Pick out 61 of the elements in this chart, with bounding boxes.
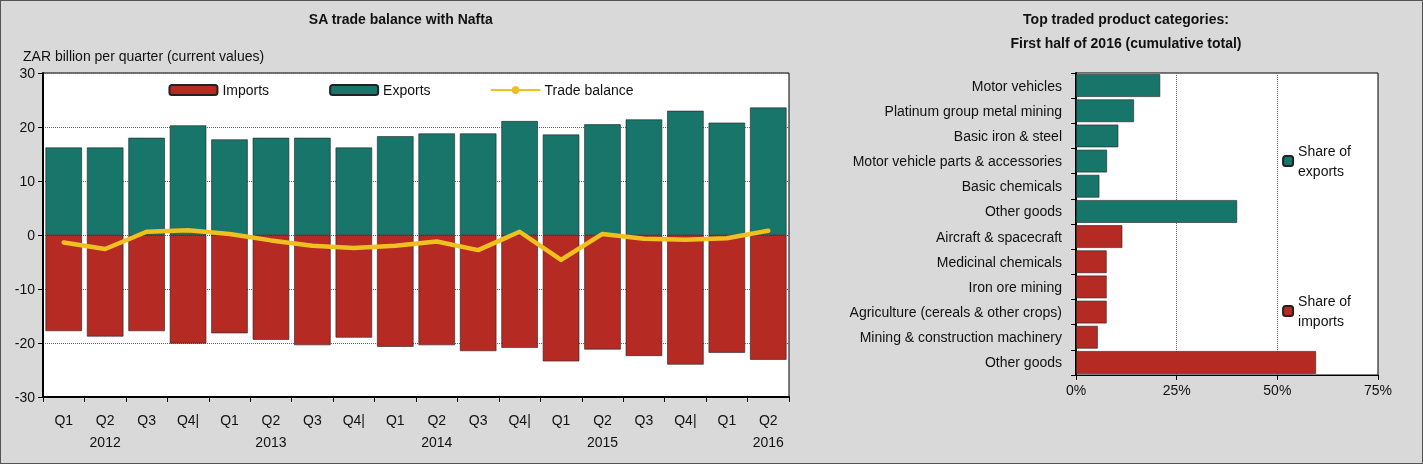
y-tick-label: Iron ore mining — [968, 278, 1062, 295]
x-tick-label: Q2 2014 — [421, 412, 453, 450]
y-tick-label: Agriculture (cereals & other crops) — [849, 304, 1062, 321]
x-tick-label: Q2 2015 — [586, 412, 619, 450]
y-tick-label: Basic iron & steel — [953, 127, 1062, 144]
y-tick-label: Medicinal chemicals — [936, 253, 1062, 270]
y-tick-label: Basic chemicals — [961, 178, 1062, 195]
y-tick-label: Motor vehicle parts & accessories — [852, 153, 1062, 170]
bar — [1076, 174, 1100, 198]
x-tick-label: 50% — [1263, 382, 1292, 398]
bar — [1076, 250, 1107, 274]
x-tick-label: Q1 — [220, 412, 240, 428]
x-tick-label: Q3 — [137, 412, 157, 428]
line-series — [61, 227, 771, 263]
y-tick-label: Mining & construction machinery — [859, 329, 1062, 346]
y-tick-label: -10 — [14, 281, 36, 297]
legend-label: Share of exports — [1298, 143, 1352, 179]
y-tick-label: 20 — [19, 119, 36, 135]
bar — [1076, 351, 1316, 374]
y-tick-label: 30 — [19, 65, 36, 81]
y-tick-label: Aircraft & spacecraft — [935, 228, 1063, 245]
bar — [211, 235, 248, 334]
y-tick-label: Platinum group metal mining — [884, 102, 1062, 119]
chart-title: Top traded product categories: — [1023, 11, 1229, 27]
x-tick-label: Q1 — [551, 412, 571, 428]
x-tick-label: Q4| — [176, 412, 200, 428]
y-tick-label: Other goods — [984, 354, 1062, 371]
x-tick-label: 0% — [1065, 382, 1087, 398]
x-tick-label: Q2 2012 — [89, 412, 121, 450]
y-tick-label: 10 — [19, 173, 36, 189]
y-tick-label: -20 — [14, 335, 36, 351]
chart-subtitle: First half of 2016 (cumulative total) — [1010, 35, 1242, 51]
x-tick-label: Q1 — [54, 412, 74, 428]
bar — [1076, 74, 1161, 97]
x-tick-label: Q1 — [717, 412, 737, 428]
bar — [1076, 225, 1123, 248]
y-axis-title: ZAR billion per quarter (current values) — [23, 48, 265, 64]
y-tick-label: Motor vehicles — [971, 77, 1062, 94]
x-tick-label: Q3 — [303, 412, 322, 428]
bar — [1076, 325, 1098, 349]
legend-label: Exports — [383, 82, 431, 98]
legend-label: Imports — [222, 82, 270, 98]
x-tick-label: 25% — [1162, 382, 1191, 398]
legend-label: Share of imports — [1298, 293, 1352, 329]
x-tick-label: 75% — [1363, 382, 1393, 398]
x-tick-label: Q4| — [508, 412, 531, 428]
y-tick-label: Other goods — [984, 203, 1062, 220]
x-tick-label: Q2 2013 — [255, 412, 287, 450]
chart-title: SA trade balance with Nafta — [308, 11, 493, 27]
bar — [1076, 99, 1134, 123]
x-tick-label: Q4| — [674, 412, 697, 428]
x-tick-label: Q4| — [342, 412, 365, 428]
legend-label: Trade balance — [544, 82, 634, 98]
x-tick-label: Q1 — [385, 412, 405, 428]
x-tick-label: Q3 — [468, 412, 488, 428]
y-tick-label: -30 — [14, 389, 36, 405]
bar — [1076, 200, 1238, 223]
x-tick-label: Q3 — [634, 412, 654, 428]
bar — [211, 139, 248, 235]
y-tick-label: 0 — [27, 227, 36, 243]
x-tick-label: Q2 2016 — [752, 412, 785, 450]
